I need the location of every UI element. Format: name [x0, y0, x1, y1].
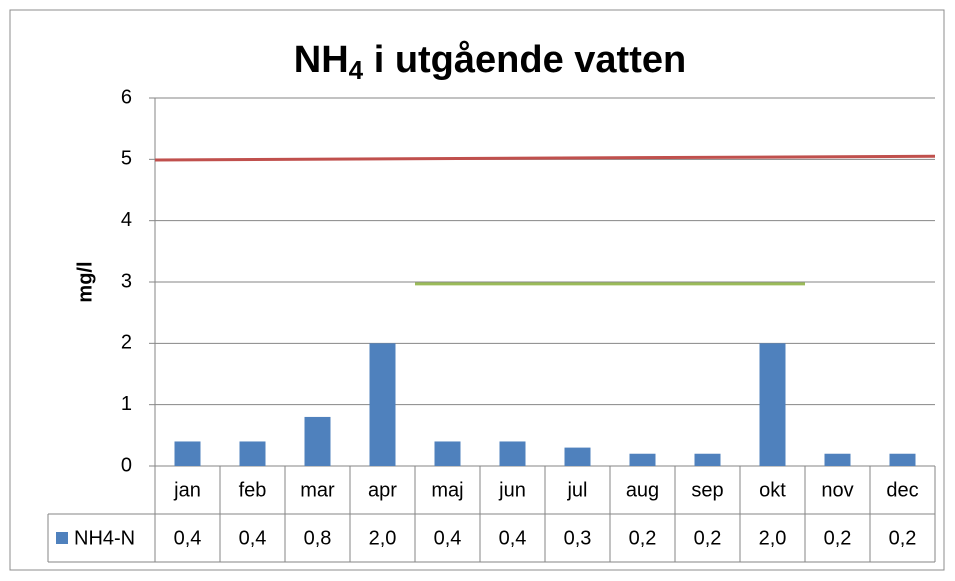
chart-title: NH4 i utgående vatten [294, 39, 686, 85]
data-table-value: 0,2 [629, 527, 657, 549]
data-table-value: 0,3 [564, 527, 592, 549]
data-table-value: 0,2 [694, 527, 722, 549]
y-tick-label: 5 [121, 148, 132, 170]
title-subscript: 4 [349, 55, 364, 85]
x-tick-label: apr [368, 479, 397, 501]
x-tick-label: feb [239, 479, 267, 501]
title-part: NH [294, 39, 349, 81]
data-table-value: 0,4 [434, 527, 462, 549]
data-table-value: 0,2 [824, 527, 852, 549]
bar [239, 441, 266, 466]
data-table-value: 0,8 [304, 527, 332, 549]
y-tick-label: 3 [121, 270, 132, 292]
legend-swatch [56, 532, 68, 544]
y-tick-label: 6 [121, 86, 132, 108]
data-table-value: 0,4 [239, 527, 267, 549]
x-tick-label: jan [173, 479, 201, 501]
x-tick-label: mar [300, 479, 335, 501]
bar [889, 453, 916, 466]
reference-line [154, 154, 936, 162]
bar [694, 453, 721, 466]
x-tick-label: jul [566, 479, 587, 501]
x-tick-label: aug [626, 479, 659, 501]
y-tick-label: 0 [121, 454, 132, 476]
bar [824, 453, 851, 466]
y-tick-label: 2 [121, 332, 132, 354]
legend-label: NH4-N [74, 527, 135, 549]
data-table-value: 0,4 [499, 527, 527, 549]
x-tick-label: jun [498, 479, 526, 501]
y-tick-label: 4 [121, 209, 132, 231]
bar [369, 343, 396, 466]
x-tick-label: maj [431, 479, 463, 501]
data-table-value: 0,4 [174, 527, 202, 549]
data-table-value: 0,2 [889, 527, 917, 549]
bar [174, 441, 201, 466]
x-tick-label: sep [691, 479, 723, 501]
y-tick-label: 1 [121, 393, 132, 415]
y-axis-label: mg/l [74, 261, 96, 302]
bar [304, 416, 331, 466]
bar [499, 441, 526, 466]
bar [434, 441, 461, 466]
bar [564, 447, 591, 466]
data-table-value: 2,0 [759, 527, 787, 549]
bar [629, 453, 656, 466]
title-part: i utgående vatten [363, 39, 686, 81]
chart-border [9, 9, 945, 571]
x-tick-label: dec [886, 479, 918, 501]
data-table-value: 2,0 [369, 527, 397, 549]
x-tick-label: nov [821, 479, 853, 501]
bar [759, 343, 786, 466]
x-tick-label: okt [759, 479, 786, 501]
